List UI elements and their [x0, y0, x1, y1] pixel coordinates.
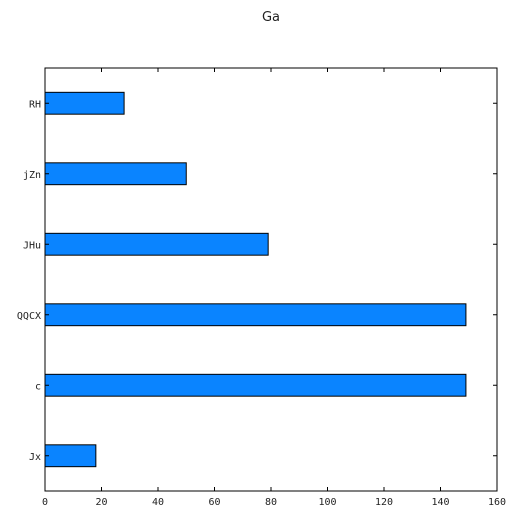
- x-tick-label-0: 0: [42, 497, 48, 508]
- bar-c: [44, 373, 467, 397]
- y-tick-label-c: c: [35, 381, 41, 392]
- x-tick-label-20: 20: [95, 497, 107, 508]
- bars-layer: [44, 91, 467, 468]
- x-tick-label-60: 60: [208, 497, 220, 508]
- x-tick-label-80: 80: [265, 497, 277, 508]
- x-tick-label-140: 140: [431, 497, 449, 508]
- bar-Jx: [44, 444, 97, 468]
- x-tick-label-120: 120: [375, 497, 393, 508]
- y-tick-label-Jx: Jx: [29, 452, 41, 463]
- y-tick-label-RH: RH: [29, 99, 41, 110]
- x-tick-label-40: 40: [152, 497, 164, 508]
- x-tick-label-160: 160: [488, 497, 506, 508]
- plot-frame: [44, 67, 498, 492]
- ticks-layer: Jx c QQCX JHu jZn RH 0 20 40 60 80 100 120 140 160: [17, 68, 506, 508]
- chart-title: Ga: [262, 10, 280, 25]
- y-tick-label-QQCX: QQCX: [17, 311, 41, 322]
- x-tick-label-100: 100: [318, 497, 336, 508]
- bar-jZn: [44, 162, 187, 186]
- bar-RH: [44, 91, 125, 115]
- bar-QQCX: [44, 303, 467, 327]
- y-tick-label-jZn: jZn: [23, 170, 41, 181]
- bar-JHu: [44, 232, 269, 256]
- y-tick-label-JHu: JHu: [23, 240, 41, 251]
